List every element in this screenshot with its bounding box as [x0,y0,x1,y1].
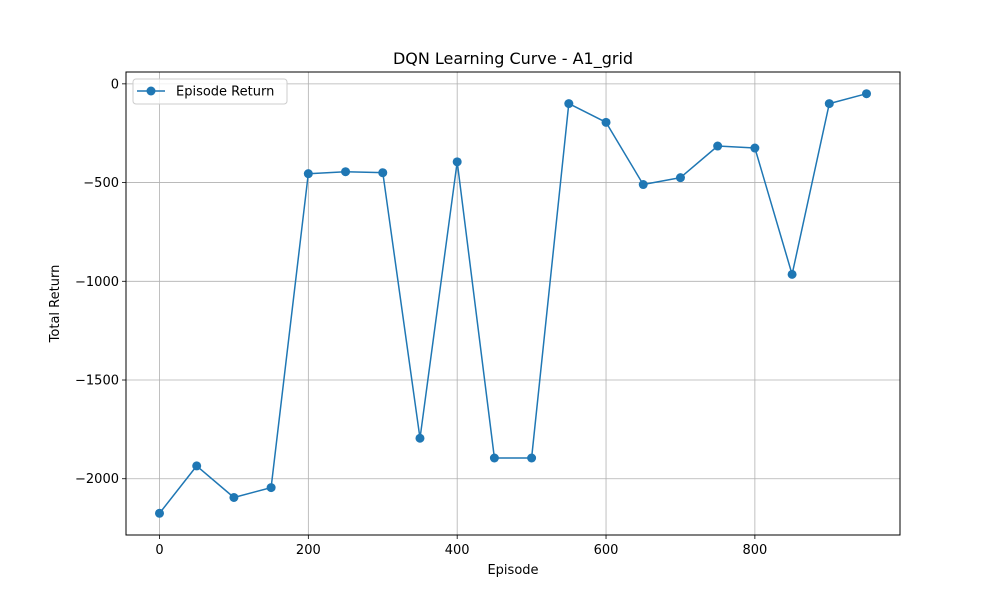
legend-marker-swatch [146,86,156,96]
series-layer [154,89,872,518]
y-axis-label: Total Return [48,265,63,344]
data-point [750,143,760,153]
legend-box [132,78,288,105]
axis-ticks: 0 200 400 600 800 −2000 −1500 −1000 −500 0 [75,77,767,558]
y-tick-label: −2000 [75,472,119,487]
legend-label: Episode Return [176,85,274,100]
axes-frame [125,71,901,536]
x-axis-label: Episode [487,563,538,578]
data-point [452,157,462,167]
legend: Episode Return [132,78,288,105]
data-point [266,483,276,493]
data-point [564,99,574,109]
y-tick-label: −500 [83,176,119,191]
data-point [489,453,499,463]
chart-title: DQN Learning Curve - A1_grid [393,49,633,69]
data-point [601,117,611,127]
data-point [378,168,388,178]
data-point [824,99,834,109]
x-tick-label: 800 [742,543,767,558]
x-tick-label: 600 [594,543,619,558]
data-point [527,453,537,463]
x-tick-label: 400 [445,543,470,558]
data-point [638,180,648,190]
data-point [303,169,313,179]
data-point [154,508,164,518]
data-point [192,461,202,471]
y-tick-label: −1500 [75,374,119,389]
data-point [675,173,685,183]
data-point [862,89,872,99]
grid-lines [126,72,900,535]
data-point [787,269,797,279]
data-point [415,433,425,443]
data-point [713,141,723,151]
data-point [341,167,351,177]
y-tick-label: −1000 [75,275,119,290]
x-tick-label: 0 [155,543,163,558]
data-point [229,492,239,502]
series-line [158,92,867,514]
y-tick-label: 0 [111,77,119,92]
x-tick-label: 200 [296,543,321,558]
